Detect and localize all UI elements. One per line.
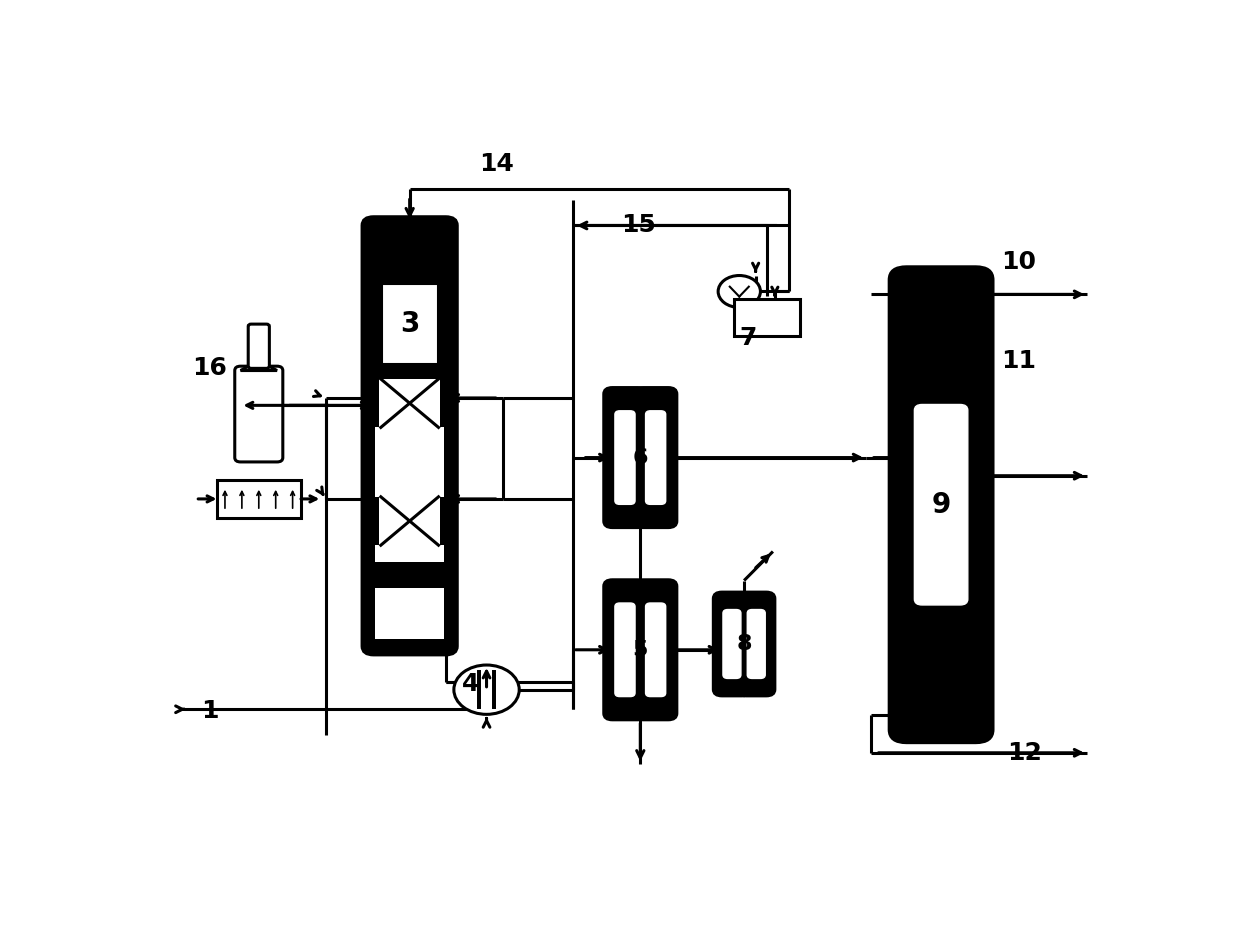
FancyBboxPatch shape — [234, 366, 283, 462]
Bar — [374, 428, 444, 447]
Text: 14: 14 — [479, 152, 513, 176]
Text: 16: 16 — [192, 356, 227, 381]
FancyBboxPatch shape — [713, 593, 750, 696]
Text: 6: 6 — [632, 447, 649, 467]
FancyBboxPatch shape — [646, 603, 666, 696]
Text: 4: 4 — [461, 672, 479, 696]
Text: 12: 12 — [1007, 740, 1043, 765]
Polygon shape — [241, 365, 277, 370]
FancyBboxPatch shape — [914, 404, 967, 605]
Text: 7: 7 — [739, 326, 756, 349]
Circle shape — [718, 275, 760, 307]
FancyBboxPatch shape — [635, 387, 677, 528]
Circle shape — [454, 665, 520, 714]
Text: 8: 8 — [737, 634, 751, 654]
FancyBboxPatch shape — [604, 387, 646, 528]
FancyBboxPatch shape — [615, 411, 635, 504]
FancyBboxPatch shape — [646, 411, 666, 504]
Text: 11: 11 — [1001, 349, 1035, 373]
Bar — [734, 300, 800, 335]
FancyBboxPatch shape — [248, 324, 269, 368]
Text: 15: 15 — [621, 214, 656, 237]
Bar — [374, 589, 444, 639]
FancyBboxPatch shape — [748, 609, 765, 678]
Text: 1: 1 — [201, 700, 218, 723]
FancyBboxPatch shape — [362, 217, 458, 655]
Bar — [382, 284, 438, 365]
Text: 9: 9 — [931, 491, 951, 519]
FancyBboxPatch shape — [604, 579, 646, 720]
Text: 3: 3 — [401, 310, 419, 338]
FancyBboxPatch shape — [615, 603, 635, 696]
Bar — [379, 496, 440, 545]
FancyBboxPatch shape — [723, 609, 742, 678]
FancyBboxPatch shape — [635, 579, 677, 720]
Bar — [374, 545, 444, 562]
Bar — [217, 480, 301, 518]
Bar — [379, 379, 440, 428]
FancyBboxPatch shape — [738, 593, 775, 696]
FancyBboxPatch shape — [889, 267, 993, 742]
Bar — [374, 428, 444, 496]
Text: 10: 10 — [1001, 250, 1035, 274]
Text: 5: 5 — [632, 640, 649, 659]
